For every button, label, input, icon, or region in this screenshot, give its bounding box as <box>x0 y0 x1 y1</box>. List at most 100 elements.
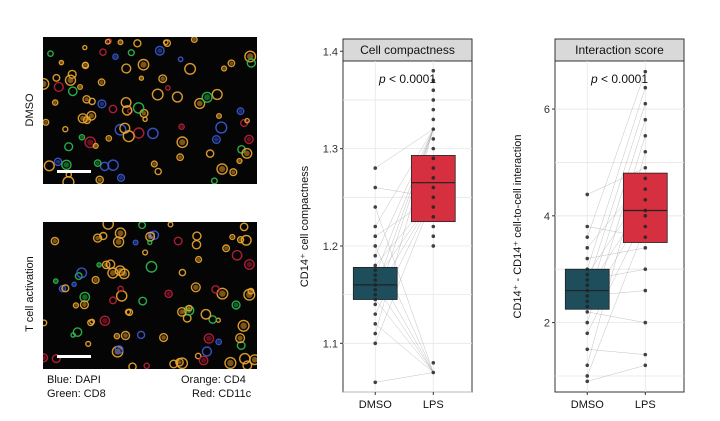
micrograph-t-cell-activation-image <box>43 222 257 369</box>
activation-cell <box>229 233 236 241</box>
data-point <box>373 292 378 297</box>
activation-cell <box>208 315 218 324</box>
activation-cell <box>215 338 223 346</box>
data-point <box>373 380 378 385</box>
dmso-cell <box>150 160 158 168</box>
dmso-cell-core <box>84 118 90 123</box>
dmso-cell <box>171 91 184 103</box>
data-point <box>585 192 590 197</box>
y-tick-label: 1.3 <box>323 144 338 156</box>
activation-cell-core <box>217 340 221 344</box>
paired-line <box>375 129 434 276</box>
data-point <box>431 146 436 151</box>
activation-cell <box>87 319 95 327</box>
data-point <box>643 101 648 106</box>
activation-cell <box>112 236 125 248</box>
data-point <box>585 374 590 378</box>
activation-cell-core <box>251 356 257 363</box>
activation-cell-core <box>196 257 201 262</box>
data-point <box>373 166 378 170</box>
dmso-cell <box>43 160 55 172</box>
dmso-cell-core <box>107 136 111 140</box>
activation-cell-core <box>179 309 185 315</box>
y-tick-label: 1.1 <box>323 338 338 350</box>
dmso-cell <box>205 149 215 158</box>
activation-cell <box>91 275 100 285</box>
dmso-cell-core <box>152 162 156 166</box>
dmso-cell <box>93 159 102 168</box>
activation-cell-core <box>115 334 119 338</box>
activation-cell <box>138 296 148 306</box>
activation-cell-core <box>82 294 88 300</box>
activation-cell <box>158 332 169 343</box>
data-point <box>643 69 648 74</box>
paired-line <box>587 311 646 323</box>
dmso-cell <box>105 135 113 142</box>
activation-cell-core <box>166 291 171 296</box>
dmso-cell-core <box>84 97 89 102</box>
activation-cell-core <box>224 246 229 251</box>
data-point <box>585 224 590 229</box>
data-point <box>431 156 436 161</box>
data-point <box>431 360 436 365</box>
data-point <box>373 287 378 292</box>
activation-cell <box>89 318 96 325</box>
activation-cell <box>43 353 49 363</box>
activation-cell <box>52 278 59 284</box>
activation-cell <box>51 354 61 364</box>
activation-cell <box>236 340 246 350</box>
data-point <box>643 176 648 181</box>
activation-cell <box>201 346 213 357</box>
activation-cell <box>136 330 146 340</box>
paired-line <box>375 299 434 373</box>
data-point <box>431 68 436 73</box>
activation-cell-core <box>123 333 128 338</box>
paired-line <box>375 206 434 373</box>
data-point <box>585 320 590 325</box>
data-point <box>373 253 378 258</box>
x-tick-label: LPS <box>423 399 444 411</box>
y-tick-label: 1.4 <box>323 46 338 58</box>
activation-cell-core <box>74 303 78 307</box>
dmso-cell <box>107 159 119 171</box>
data-point <box>585 235 590 239</box>
activation-cell <box>211 285 221 294</box>
paired-line <box>375 372 434 383</box>
paired-line <box>587 349 646 355</box>
data-point <box>431 98 436 102</box>
dmso-cell-core <box>178 155 183 160</box>
micrograph-dmso <box>43 37 257 184</box>
activation-cell <box>237 319 250 332</box>
activation-cell <box>124 308 132 316</box>
dmso-cell <box>177 56 184 63</box>
data-point <box>643 198 648 202</box>
data-point <box>643 267 648 272</box>
activation-cell <box>194 352 202 360</box>
activation-cell <box>176 307 187 317</box>
data-point <box>373 263 378 268</box>
dmso-cell-core <box>219 165 226 173</box>
dmso-cell <box>147 127 159 140</box>
dmso-cell <box>133 39 142 48</box>
dmso-cell-core <box>60 61 63 64</box>
dmso-cell-core <box>229 61 234 66</box>
activation-cell-core <box>82 302 87 307</box>
dmso-cell-core <box>180 125 184 129</box>
data-point <box>373 302 378 307</box>
interaction-score-plot: Interaction score 2 4 6 DMSO LPS CD14⁺ - CD14⁺… <box>512 38 685 411</box>
activation-cell <box>101 260 111 270</box>
activation-cell <box>143 362 150 369</box>
dmso-cell <box>77 84 84 91</box>
data-point <box>431 244 436 248</box>
data-point <box>585 331 590 336</box>
dmso-cell-core <box>83 63 87 67</box>
dmso-cell <box>43 77 50 90</box>
activation-cell-core <box>115 238 122 245</box>
dmso-cell <box>64 74 77 86</box>
dmso-cell <box>86 110 97 121</box>
activation-cell <box>239 222 249 232</box>
paired-line <box>587 103 646 286</box>
dmso-cell <box>138 75 145 81</box>
dmso-cell <box>227 59 236 68</box>
dmso-cell <box>61 159 72 171</box>
